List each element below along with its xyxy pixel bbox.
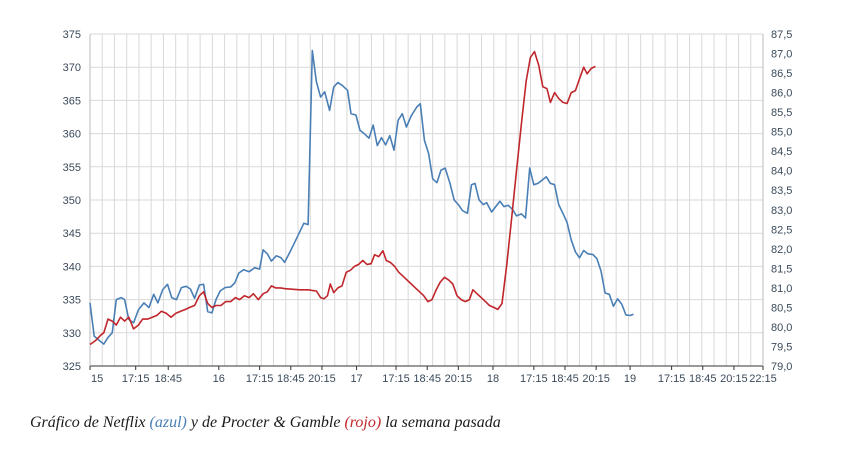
right-axis-ticks: 79,0 79,5 80,0 80,5 81,0 81,5 82,0 82,5 83,0 83,5… — [771, 29, 792, 373]
x-tick-label: 22:15 — [749, 373, 777, 385]
right-tick-label: 84,5 — [771, 146, 792, 158]
chart-grid — [90, 33, 763, 367]
x-tick-label: 16 — [213, 373, 225, 385]
x-tick-label: 18:45 — [689, 373, 717, 385]
x-tick-label: 17:15 — [520, 373, 548, 385]
right-tick-label: 79,0 — [771, 361, 792, 373]
pg-series-line — [89, 50, 596, 346]
caption-netflix-color: (azul) — [149, 414, 187, 431]
x-tick-label: 18:45 — [413, 373, 441, 385]
right-tick-label: 83,5 — [771, 185, 792, 197]
left-tick-label: 330 — [63, 328, 81, 340]
caption-pg-color: (rojo) — [344, 414, 382, 431]
right-tick-label: 82,5 — [771, 224, 792, 236]
left-tick-label: 370 — [63, 62, 81, 74]
caption-text-start: Gráfico de Netflix — [30, 414, 150, 431]
left-tick-label: 335 — [63, 295, 81, 307]
x-tick-label: 17:15 — [382, 373, 410, 385]
x-tick-label: 18:45 — [277, 373, 305, 385]
chart-caption: Gráfico de Netflix (azul) y de Procter &… — [30, 414, 501, 432]
left-tick-label: 345 — [63, 228, 81, 240]
right-tick-label: 85,0 — [771, 127, 792, 139]
left-tick-label: 365 — [63, 95, 81, 107]
left-tick-label: 340 — [63, 261, 81, 273]
chart-series — [89, 49, 634, 346]
right-tick-label: 87,5 — [771, 29, 792, 41]
left-tick-label: 325 — [63, 361, 81, 373]
x-tick-label: 20:15 — [445, 373, 473, 385]
x-tick-label: 19 — [624, 373, 636, 385]
x-tick-label: 20:15 — [720, 373, 748, 385]
right-tick-label: 83,0 — [771, 205, 792, 217]
x-tick-label: 18:45 — [154, 373, 182, 385]
left-tick-label: 375 — [63, 29, 81, 41]
right-tick-label: 79,5 — [771, 341, 792, 353]
left-tick-label: 350 — [63, 195, 81, 207]
right-tick-label: 81,0 — [771, 283, 792, 295]
right-tick-label: 86,0 — [771, 88, 792, 100]
right-tick-label: 81,5 — [771, 263, 792, 275]
x-tick-label: 18 — [487, 373, 499, 385]
plot-frame — [89, 34, 764, 367]
x-tick-label: 20:15 — [308, 373, 336, 385]
x-tick-label: 17:15 — [658, 373, 686, 385]
x-tick-label: 15 — [91, 373, 103, 385]
right-tick-label: 86,5 — [771, 68, 792, 80]
left-axis-ticks: 325 330 335 340 345 350 355 360 365 370 375 — [63, 29, 81, 373]
x-tick-label: 18:45 — [551, 373, 579, 385]
x-tick-label: 20:15 — [582, 373, 610, 385]
x-tick-label: 17 — [350, 373, 362, 385]
right-tick-label: 85,5 — [771, 107, 792, 119]
x-tick-label: 17:15 — [246, 373, 274, 385]
caption-text-end: la semana pasada — [381, 414, 501, 431]
netflix-series-line — [89, 49, 634, 345]
right-tick-label: 80,0 — [771, 322, 792, 334]
right-tick-label: 84,0 — [771, 166, 792, 178]
left-tick-label: 360 — [63, 129, 81, 141]
x-axis-ticks: 15 17:15 18:45 16 17:15 18:45 20:15 17 17:15 18:4… — [89, 366, 777, 385]
x-tick-label: 17:15 — [122, 373, 150, 385]
left-tick-label: 355 — [63, 162, 81, 174]
right-tick-label: 80,5 — [771, 302, 792, 314]
right-tick-label: 82,0 — [771, 244, 792, 256]
caption-text-middle: y de Procter & Gamble — [186, 414, 345, 431]
right-tick-label: 87,0 — [771, 49, 792, 61]
